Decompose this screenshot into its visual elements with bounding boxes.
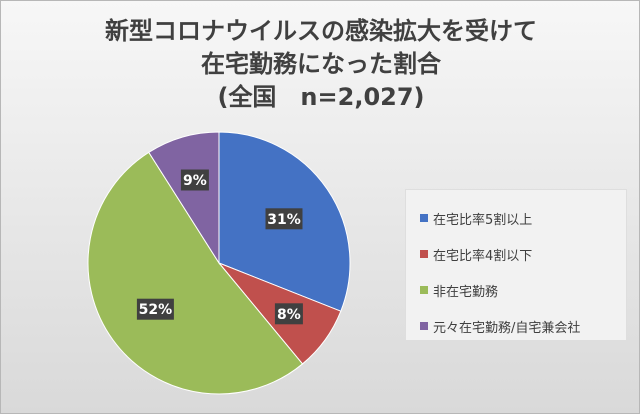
data-label-text: 8% — [277, 307, 301, 323]
legend-label: 在宅比率5割以上 — [433, 212, 533, 228]
legend-swatch — [420, 286, 428, 294]
data-label-box — [265, 208, 303, 230]
chart-title-line-3: (全国 n=2,027) — [217, 83, 425, 111]
legend-item: 在宅比率4割以下 — [420, 236, 626, 272]
data-label: 9% — [180, 169, 209, 191]
data-label-text: 31% — [267, 212, 301, 228]
legend-label: 元々在宅勤務/自宅兼会社 — [433, 320, 581, 336]
data-label-box — [180, 169, 209, 191]
legend-item: 在宅比率5割以上 — [420, 200, 626, 236]
data-label: 8% — [274, 303, 303, 325]
data-label: 52% — [136, 298, 174, 320]
data-label-box — [136, 298, 174, 320]
pie-slice — [87, 151, 304, 395]
pie-slice — [148, 131, 220, 265]
data-label-text: 9% — [183, 173, 207, 189]
legend-label: 在宅比率4割以下 — [433, 248, 533, 264]
legend-swatch — [420, 214, 428, 222]
legend: 在宅比率5割以上 在宅比率4割以下 非在宅勤務 元々在宅勤務/自宅兼会社 — [405, 189, 627, 341]
chart-title-line-1: 新型コロナウイルスの感染拡大を受けて — [105, 17, 537, 45]
legend-swatch — [420, 250, 428, 258]
legend-item: 元々在宅勤務/自宅兼会社 — [420, 308, 626, 344]
legend-swatch — [420, 322, 428, 330]
legend-label: 非在宅勤務 — [433, 284, 499, 300]
chart-title: 新型コロナウイルスの感染拡大を受けて 在宅勤務になった割合 (全国 n=2,02… — [1, 15, 640, 114]
data-label-box — [274, 303, 303, 325]
data-label-text: 52% — [139, 302, 173, 318]
legend-item: 非在宅勤務 — [420, 272, 626, 308]
chart-title-line-2: 在宅勤務になった割合 — [201, 50, 441, 78]
data-label: 31% — [265, 208, 303, 230]
